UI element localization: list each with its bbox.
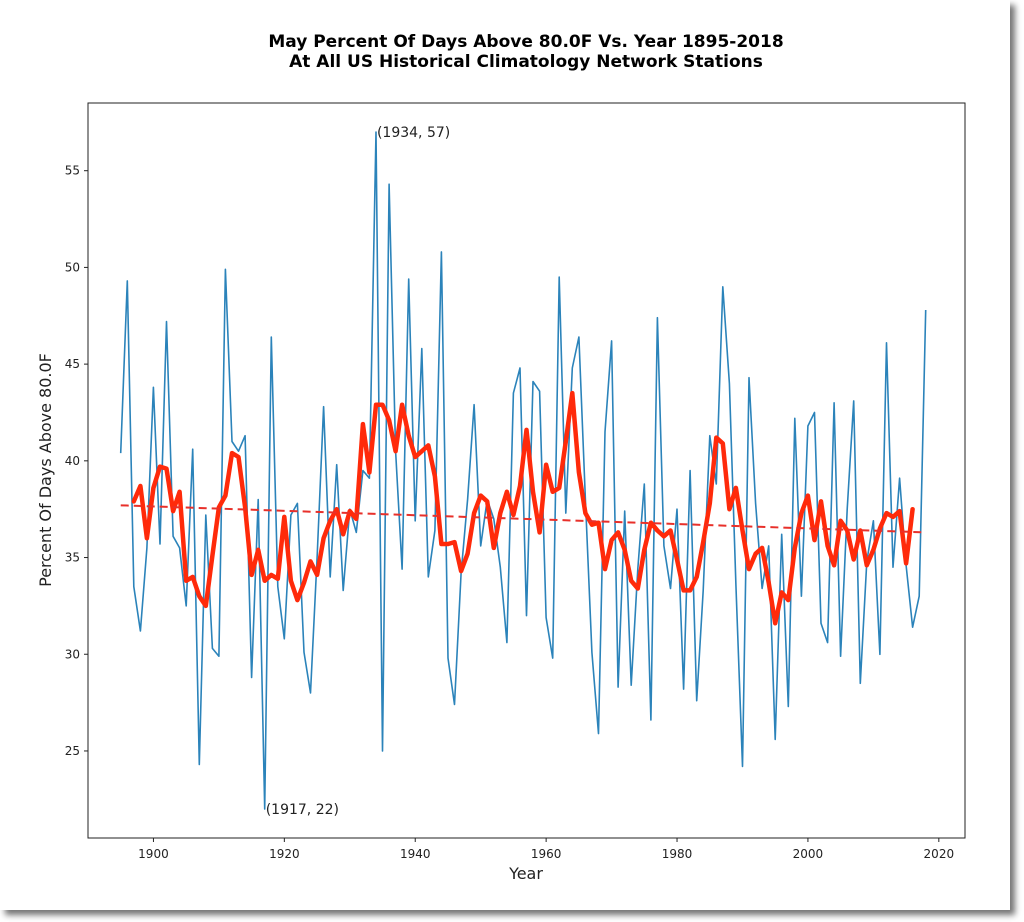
plot-frame <box>87 102 966 839</box>
x-tick-label: 2000 <box>793 847 824 861</box>
y-tick-label: 40 <box>65 454 80 468</box>
y-tick-label: 35 <box>65 551 80 565</box>
chart-subtitle: At All US Historical Climatology Network… <box>289 52 763 72</box>
y-tick-label: 30 <box>65 647 80 661</box>
y-tick-label: 45 <box>65 357 80 371</box>
plot-area <box>119 131 927 810</box>
x-tick-label: 1940 <box>400 847 431 861</box>
y-tick-label: 25 <box>65 744 80 758</box>
x-tick-label: 1960 <box>531 847 562 861</box>
x-tick-label: 2020 <box>924 847 955 861</box>
y-axis-label: Percent Of Days Above 80.0F <box>36 353 55 587</box>
y-tick-label: 50 <box>65 260 80 274</box>
series-smoothed-line <box>131 390 915 626</box>
figure-frame <box>0 0 1010 910</box>
y-tick-label: 55 <box>65 164 80 178</box>
annotations: (1934, 57) (1917, 22) <box>266 125 451 818</box>
x-tick-label: 1920 <box>269 847 300 861</box>
y-axis: 25 30 35 40 45 50 55 <box>65 164 88 758</box>
annotation-label: (1934, 57) <box>377 125 450 141</box>
chart-title: May Percent Of Days Above 80.0F Vs. Year… <box>268 32 783 52</box>
x-axis: 1900 1920 1940 1960 1980 2000 2020 <box>138 838 954 861</box>
trend-line <box>120 504 926 534</box>
x-tick-label: 1900 <box>138 847 169 861</box>
x-tick-label: 1980 <box>662 847 693 861</box>
x-axis-label: Year <box>508 864 543 883</box>
annotation-label: (1917, 22) <box>266 802 339 818</box>
